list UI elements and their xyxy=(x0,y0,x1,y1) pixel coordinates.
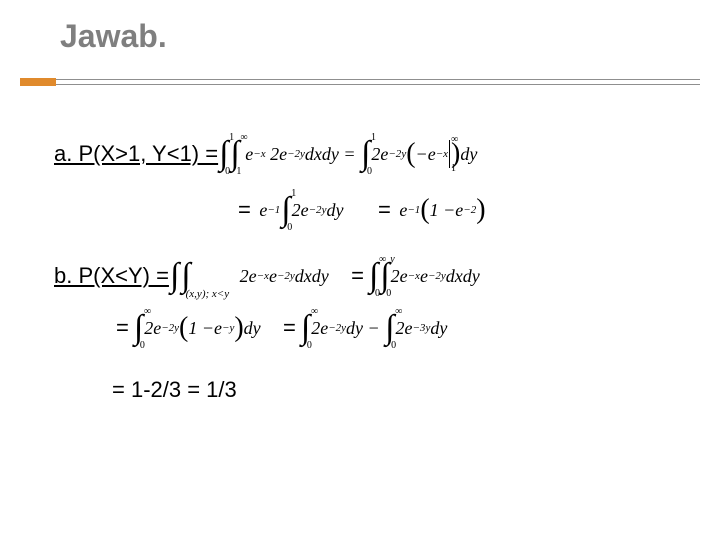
equals: = xyxy=(238,197,251,223)
math-b3: ∫∞0 2e−2y (1 − e−y)dy xyxy=(133,311,261,345)
content-area: a. P(X>1, Y<1) = ∫10 ∫∞1 e−x 2e−2ydxdy =… xyxy=(54,130,700,414)
divider-accent xyxy=(20,78,56,86)
line-b-result: = 1-2/3 = 1/3 xyxy=(112,366,700,414)
title-divider xyxy=(20,78,700,92)
line-b1: b. P(X<Y) = ∫∫ (x,y); x<y 2e−xe−2ydxdy =… xyxy=(54,252,700,300)
result-text: = 1-2/3 = 1/3 xyxy=(112,377,237,403)
math-b1: ∫∫ (x,y); x<y 2e−xe−2ydxdy xyxy=(169,259,329,293)
line-b2: = ∫∞0 2e−2y (1 − e−y)dy = ∫∞0 2e−2ydy − … xyxy=(112,304,700,352)
label-b: b. P(X<Y) = xyxy=(54,263,169,289)
math-a3: e−1 (1 − e−2) xyxy=(395,194,486,226)
page-title: Jawab. xyxy=(60,18,167,55)
divider-line xyxy=(56,84,700,85)
math-a1: ∫10 ∫∞1 e−x 2e−2ydxdy = ∫10 2e−2y (−e−x … xyxy=(218,137,477,171)
equals: = xyxy=(351,263,364,289)
line-a2: = e−1 ∫10 2e−2ydy = e−1 (1 − e−2) xyxy=(234,186,700,234)
math-b4: ∫∞0 2e−2ydy − ∫∞0 2e−3ydy xyxy=(300,311,447,345)
line-a1: a. P(X>1, Y<1) = ∫10 ∫∞1 e−x 2e−2ydxdy =… xyxy=(54,130,700,178)
label-a: a. P(X>1, Y<1) = xyxy=(54,141,218,167)
equals: = xyxy=(283,315,296,341)
equals: = xyxy=(378,197,391,223)
math-a2: e−1 ∫10 2e−2ydy xyxy=(255,193,344,227)
divider-line xyxy=(56,79,700,80)
math-b2: ∫∞0 ∫y0 2e−xe−2ydxdy xyxy=(368,259,480,293)
equals: = xyxy=(116,315,129,341)
